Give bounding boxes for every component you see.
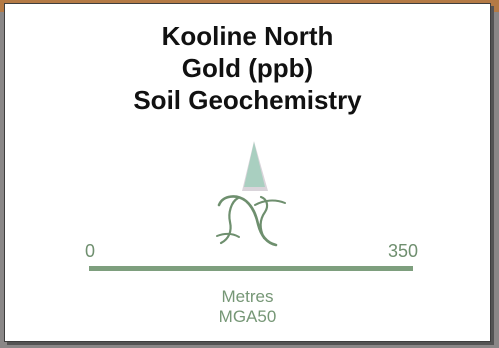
scale-max-label: 350 xyxy=(388,241,419,261)
title-line-2: Gold (ppb) xyxy=(181,53,314,83)
scale-min-label: 0 xyxy=(85,241,96,261)
datum-label: MGA50 xyxy=(218,307,277,326)
units-label: Metres xyxy=(221,287,274,306)
north-arrow-icon xyxy=(242,141,268,191)
scale-bar xyxy=(89,266,413,271)
legend-card: Kooline North Gold (ppb) Soil Geochemist… xyxy=(4,3,491,342)
scale-units: Metres MGA50 xyxy=(5,287,490,327)
north-symbol-icon xyxy=(216,195,286,247)
legend-title: Kooline North Gold (ppb) Soil Geochemist… xyxy=(5,20,490,116)
title-line-1: Kooline North xyxy=(161,21,334,51)
title-line-3: Soil Geochemistry xyxy=(133,85,362,115)
